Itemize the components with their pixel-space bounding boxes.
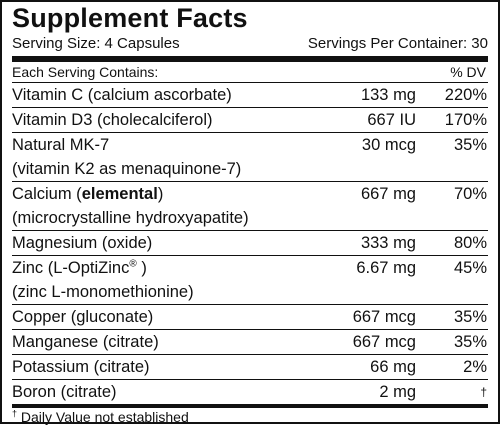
- serving-size: Serving Size: 4 Capsules: [12, 35, 180, 52]
- daily-value: 35%: [453, 308, 487, 326]
- amount: 2 mg: [379, 383, 416, 401]
- amount: 667 mcg: [352, 308, 416, 326]
- table-header: Each Serving Contains: % DV: [12, 62, 488, 83]
- nutrient-name: Copper (gluconate): [12, 305, 321, 329]
- daily-value: 35%: [453, 333, 487, 351]
- name-line: (vitamin K2 as menaquinone-7): [12, 157, 321, 181]
- name-line: Copper (gluconate): [12, 305, 321, 329]
- name-text: Manganese (citrate): [12, 333, 159, 351]
- name-line: Boron (citrate): [12, 380, 321, 404]
- name-text: Natural MK-7: [12, 136, 110, 154]
- name-text: (zinc L-monomethionine): [12, 283, 194, 301]
- name-text: Calcium (: [12, 185, 82, 203]
- table-row: Magnesium (oxide) 333 mg 80%: [12, 231, 488, 256]
- amount: 333 mg: [360, 234, 416, 252]
- header-cell: Each Serving Contains:: [12, 64, 159, 80]
- table-row: Copper (gluconate) 667 mcg 35%: [12, 305, 488, 330]
- daily-value: 35%: [453, 136, 487, 154]
- name-text: ): [136, 259, 147, 277]
- name-line: Zinc (L-OptiZinc® ): [12, 256, 321, 280]
- name-text: Copper (gluconate): [12, 308, 154, 326]
- name-line: Magnesium (oxide): [12, 231, 321, 255]
- name-text: Vitamin D3 (cholecalciferol): [12, 111, 213, 129]
- name-text: ): [157, 185, 164, 203]
- daily-value: 2%: [463, 358, 487, 376]
- amount: 30 mcg: [361, 136, 416, 154]
- name-line: Calcium (elemental): [12, 182, 321, 206]
- name-line: (microcrystalline hydroxyapatite): [12, 206, 321, 230]
- name-line: Manganese (citrate): [12, 330, 321, 354]
- name-line: Vitamin C (calcium ascorbate): [12, 83, 321, 107]
- footnote-text: Daily Value not established: [20, 409, 189, 425]
- rule: [12, 404, 488, 408]
- table-row: Manganese (citrate) 667 mcg 35%: [12, 330, 488, 355]
- servings-per-container: Servings Per Container: 30: [307, 35, 488, 52]
- rule: [12, 56, 488, 62]
- nutrient-name: Magnesium (oxide): [12, 231, 321, 255]
- name-superscript: ®: [129, 258, 137, 270]
- nutrient-name: Zinc (L-OptiZinc® ) (zinc L-monomethionin…: [12, 256, 321, 304]
- daily-value: 220%: [444, 86, 487, 104]
- daily-value: †: [480, 385, 487, 399]
- name-line: Vitamin D3 (cholecalciferol): [12, 108, 321, 132]
- name-line: (zinc L-monomethionine): [12, 280, 321, 304]
- serving-info: Serving Size: 4 Capsules Servings Per Co…: [12, 35, 488, 53]
- daily-value: 170%: [444, 111, 487, 129]
- nutrient-name: Vitamin D3 (cholecalciferol): [12, 108, 321, 132]
- table-row: Vitamin D3 (cholecalciferol) 667 IU 170%: [12, 108, 488, 133]
- table-row: Calcium (elemental) (microcrystalline hyd…: [12, 182, 488, 231]
- name-text: Zinc (L-OptiZinc: [12, 259, 130, 277]
- title: Supplement Facts: [12, 3, 248, 33]
- footnote-symbol: †: [12, 408, 18, 419]
- table-body: Vitamin C (calcium ascorbate) 133 mg 220% V…: [12, 83, 488, 404]
- nutrient-name: Calcium (elemental) (microcrystalline hyd…: [12, 182, 321, 230]
- name-text: (vitamin K2 as menaquinone-7): [12, 160, 242, 178]
- name-text: Magnesium (oxide): [12, 234, 153, 252]
- table-row: Vitamin C (calcium ascorbate) 133 mg 220%: [12, 83, 488, 108]
- name-bold: elemental: [81, 185, 158, 203]
- table-row: Potassium (citrate) 66 mg 2%: [12, 355, 488, 380]
- table-row: Natural MK-7 (vitamin K2 as menaquinone-7…: [12, 133, 488, 182]
- header-cell: % DV: [450, 64, 486, 80]
- amount: 667 mcg: [352, 333, 416, 351]
- amount: 133 mg: [360, 86, 416, 104]
- daily-value: 45%: [453, 259, 487, 277]
- daily-value: 70%: [453, 185, 487, 203]
- nutrient-name: Natural MK-7 (vitamin K2 as menaquinone-7…: [12, 133, 321, 181]
- name-text: Vitamin C (calcium ascorbate): [12, 86, 232, 104]
- nutrient-name: Manganese (citrate): [12, 330, 321, 354]
- footnote: † Daily Value not established: [12, 408, 488, 426]
- name-text: (microcrystalline hydroxyapatite): [12, 209, 249, 227]
- amount: 667 mg: [360, 185, 416, 203]
- name-line: Potassium (citrate): [12, 355, 321, 379]
- table-row: Zinc (L-OptiZinc® ) (zinc L-monomethionin…: [12, 256, 488, 305]
- name-text: Boron (citrate): [12, 383, 117, 401]
- nutrient-name: Potassium (citrate): [12, 355, 321, 379]
- amount: 66 mg: [370, 358, 416, 376]
- name-text: Potassium (citrate): [12, 358, 150, 376]
- daily-value: 80%: [453, 234, 487, 252]
- nutrient-name: Vitamin C (calcium ascorbate): [12, 83, 321, 107]
- amount: 667 IU: [367, 111, 416, 129]
- amount: 6.67 mg: [356, 259, 416, 277]
- nutrient-name: Boron (citrate): [12, 380, 321, 404]
- name-line: Natural MK-7: [12, 133, 321, 157]
- table-row: Boron (citrate) 2 mg †: [12, 380, 488, 404]
